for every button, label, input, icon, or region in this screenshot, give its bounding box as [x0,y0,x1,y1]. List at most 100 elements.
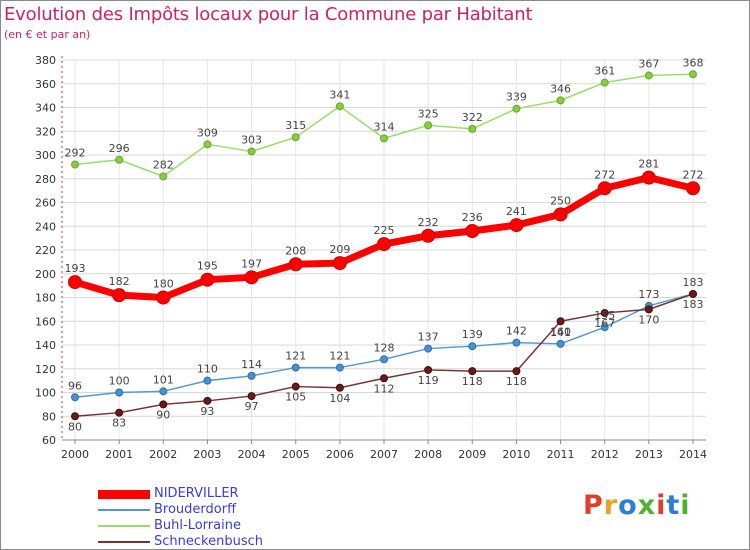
data-label: 241 [506,205,527,218]
x-tick-label: 2012 [591,448,619,461]
logo-letter: x [637,490,657,521]
data-point [600,308,609,317]
data-point [556,96,565,105]
data-label: 183 [683,298,704,311]
data-label: 281 [638,158,659,171]
x-tick-label: 2008 [414,448,442,461]
axes: 60 80 100 120 140 160 180 200 220 240 260 280 300 320… [35,54,707,461]
y-tick-label: 380 [35,54,56,67]
data-label: 195 [197,260,218,273]
x-tick-label: 2006 [326,448,354,461]
y-tick-label: 120 [35,363,56,376]
x-tick-label: 2004 [238,448,266,461]
y-tick-label: 100 [35,387,56,400]
data-label: 100 [109,375,130,388]
x-tick-label: 2009 [458,448,486,461]
data-point [556,339,565,348]
data-label: 315 [285,119,306,132]
data-label: 322 [462,111,483,124]
data-point [424,365,433,374]
data-point [115,155,124,164]
data-point [468,367,477,376]
data-point [112,288,127,303]
data-point [203,376,212,385]
data-point [424,344,433,353]
data-point [377,237,391,252]
y-tick-label: 320 [35,125,56,138]
data-label: 339 [506,91,527,104]
data-label: 180 [153,278,174,291]
y-tick-label: 200 [35,268,56,281]
logo-letter: r [603,490,619,521]
data-point [424,121,433,130]
data-point [71,412,79,421]
data-label: 83 [112,417,126,430]
data-label: 112 [374,382,395,395]
data-label: 197 [241,257,262,270]
data-point [512,104,521,113]
data-point [68,275,82,290]
data-point [159,172,168,181]
x-tick-label: 2000 [61,448,89,461]
y-tick-label: 60 [42,434,56,447]
data-label: 341 [329,88,350,101]
data-point [244,270,259,285]
series-lines [68,70,700,421]
legend-swatch [98,541,150,543]
data-point [332,256,347,271]
data-point [156,290,171,305]
data-label: 96 [68,379,82,392]
data-point [600,323,609,332]
data-point [291,363,300,372]
data-label: 139 [462,328,483,341]
chart-title: Evolution des Impôts locaux pour la Comm… [4,4,533,25]
data-point [380,355,388,364]
y-tick-label: 180 [35,292,56,305]
data-label: 368 [683,56,704,69]
data-label: 303 [241,133,262,146]
data-point [509,218,524,233]
data-label: 142 [506,325,527,338]
data-point [597,181,612,196]
data-point [335,383,344,392]
legend-swatch [98,525,150,527]
data-label: 272 [594,168,615,181]
data-label: 314 [374,120,395,133]
data-point [468,342,477,351]
y-tick-label: 160 [35,315,56,328]
y-tick-label: 220 [35,244,56,257]
data-point [115,408,124,417]
x-tick-label: 2007 [370,448,398,461]
data-point [686,181,700,196]
data-point [512,338,521,347]
data-label: 141 [550,326,571,339]
x-tick-label: 2010 [502,448,530,461]
data-label: 170 [638,313,659,326]
data-point [247,147,256,156]
data-label: 101 [153,373,174,386]
data-point [291,133,300,142]
data-point [288,257,303,272]
data-point [291,382,300,391]
y-tick-label: 280 [35,173,56,186]
data-point [159,400,168,409]
data-label: 367 [638,57,659,70]
data-label: 225 [374,224,395,237]
logo-letter: t [666,490,681,521]
data-point [200,272,215,287]
data-point [115,388,124,397]
legend-label: Schneckenbusch [154,534,263,549]
legend-label: Buhl-Lorraine [154,518,241,533]
data-label: 155 [594,309,615,322]
data-point [71,393,79,402]
x-tick-label: 2002 [149,448,177,461]
x-tick-label: 2003 [193,448,221,461]
data-point [465,224,480,238]
data-point [600,78,609,87]
data-label: 361 [594,65,615,78]
data-point [556,317,565,326]
y-tick-label: 300 [35,149,56,162]
data-label: 346 [550,82,571,95]
data-label: 110 [197,363,218,376]
data-point [468,124,477,133]
